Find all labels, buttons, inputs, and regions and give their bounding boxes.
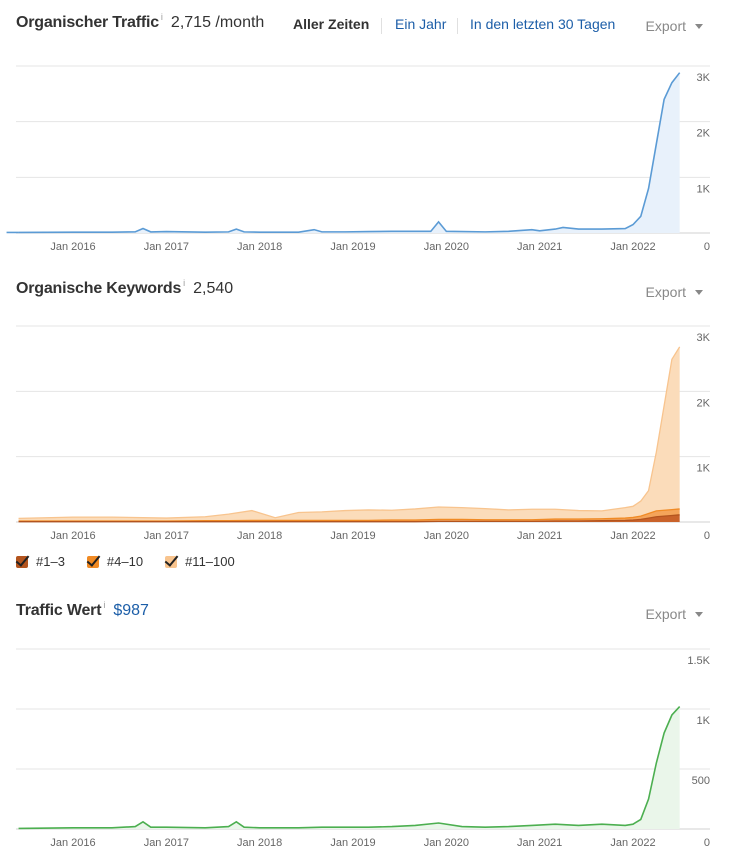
y-tick-label: 3K: [697, 72, 711, 84]
y-tick-label: 1K: [697, 463, 711, 475]
y-tick-label: 0: [704, 530, 710, 542]
traffic-value-chart: 0 500 1K 1.5K Jan 2016 Jan 2017 Jan 2018 Jan 20…: [16, 648, 711, 849]
keywords-title: Organische Keywords: [16, 280, 182, 297]
tab-all-time[interactable]: Aller Zeiten: [293, 16, 370, 32]
checkbox-icon: [86, 555, 99, 568]
x-tick-label: Jan 2021: [517, 837, 562, 849]
x-tick-label: Jan 2020: [424, 241, 469, 253]
x-tick-label: Jan 2016: [50, 837, 95, 849]
organic-keywords-section: Organische Keywords i 2,540 Export 0 1K 2K…: [0, 278, 729, 580]
area-#11–100: [18, 346, 680, 522]
y-tick-label: 0: [704, 241, 710, 253]
y-tick-label: 500: [692, 775, 710, 787]
tab-last-30-days[interactable]: In den letzten 30 Tagen: [470, 16, 616, 32]
chevron-down-icon: [695, 289, 703, 295]
line-#11–100: [18, 346, 681, 520]
traffic-line: [18, 72, 681, 234]
legend-label: #11–100: [185, 554, 235, 569]
x-tick-label: Jan 2016: [50, 530, 95, 542]
keywords-chart: 0 1K 2K 3K Jan 2016 Jan 2017 Jan 2018 Jan 2019 J…: [16, 325, 711, 542]
legend-item-4-10[interactable]: #4–10: [86, 554, 144, 569]
export-button[interactable]: Export: [646, 606, 703, 622]
y-tick-label: 2K: [697, 397, 711, 409]
x-tick-label: Jan 2017: [144, 530, 189, 542]
x-tick-label: Jan 2022: [610, 837, 655, 849]
chevron-down-icon: [695, 611, 703, 617]
y-tick-label: 1.5K: [687, 655, 710, 667]
info-icon[interactable]: i: [103, 600, 106, 610]
traffic-value-section: Traffic Wert i $987 Export 0 500 1K 1.5K Jan…: [0, 600, 729, 862]
x-tick-label: Jan 2022: [610, 530, 655, 542]
export-label: Export: [645, 18, 686, 34]
traffic-value-title: Traffic Wert: [16, 602, 102, 619]
x-tick-label: Jan 2020: [424, 530, 469, 542]
traffic-value-header: Traffic Wert i $987: [16, 600, 149, 626]
info-icon[interactable]: i: [160, 12, 163, 22]
x-tick-label: Jan 2018: [237, 241, 282, 253]
value-area: [18, 706, 680, 829]
x-tick-label: Jan 2020: [424, 837, 469, 849]
keywords-value: 2,540: [193, 280, 234, 297]
x-tick-label: Jan 2017: [144, 837, 189, 849]
chevron-down-icon: [695, 23, 703, 29]
x-tick-label: Jan 2021: [517, 530, 562, 542]
legend-item-top3[interactable]: #1–3: [16, 554, 65, 569]
keywords-header: Organische Keywords i 2,540: [16, 278, 234, 304]
x-tick-label: Jan 2019: [330, 530, 375, 542]
x-tick-label: Jan 2021: [517, 241, 562, 253]
y-tick-label: 1K: [697, 183, 711, 195]
info-icon[interactable]: i: [183, 278, 186, 288]
y-tick-label: 3K: [697, 332, 711, 344]
y-tick-label: 1K: [697, 715, 711, 727]
organic-traffic-section: Organischer Traffic i 2,715 /month Aller…: [0, 12, 729, 264]
x-tick-label: Jan 2022: [610, 241, 655, 253]
line-#4–10: [18, 508, 680, 522]
tab-divider: [457, 18, 458, 34]
x-tick-label: Jan 2018: [237, 837, 282, 849]
y-tick-label: 0: [704, 837, 710, 849]
line-#1–3: [18, 514, 680, 523]
tab-one-year[interactable]: Ein Jahr: [395, 16, 447, 32]
x-tick-label: Jan 2017: [144, 241, 189, 253]
legend-label: #4–10: [106, 554, 144, 569]
export-button[interactable]: Export: [646, 18, 703, 34]
value-line: [18, 706, 681, 830]
x-tick-label: Jan 2016: [50, 241, 95, 253]
area-#1–3: [18, 514, 680, 522]
export-button[interactable]: Export: [646, 284, 703, 300]
traffic-header: Organischer Traffic i 2,715 /month: [16, 12, 265, 38]
traffic-value: 2,715 /month: [170, 14, 265, 31]
legend-item-11-100[interactable]: #11–100: [165, 554, 235, 569]
checkbox-icon: [165, 555, 178, 568]
x-tick-label: Jan 2019: [330, 837, 375, 849]
x-tick-label: Jan 2019: [330, 241, 375, 253]
checkbox-icon: [16, 555, 28, 568]
y-tick-label: 2K: [697, 128, 711, 140]
traffic-title: Organischer Traffic: [16, 14, 159, 31]
x-tick-label: Jan 2018: [237, 530, 282, 542]
keywords-legend: #1–3 #4–10 #11–100: [16, 554, 257, 569]
traffic-area: [18, 72, 680, 234]
export-label: Export: [645, 284, 686, 300]
traffic-value-amount: $987: [113, 602, 149, 619]
tab-divider: [381, 18, 382, 34]
traffic-chart: 0 1K 2K 3K Jan 2016 Jan 2017 Jan 2018 Jan 2019 J…: [6, 65, 711, 253]
export-label: Export: [645, 606, 686, 622]
legend-label: #1–3: [36, 554, 65, 569]
